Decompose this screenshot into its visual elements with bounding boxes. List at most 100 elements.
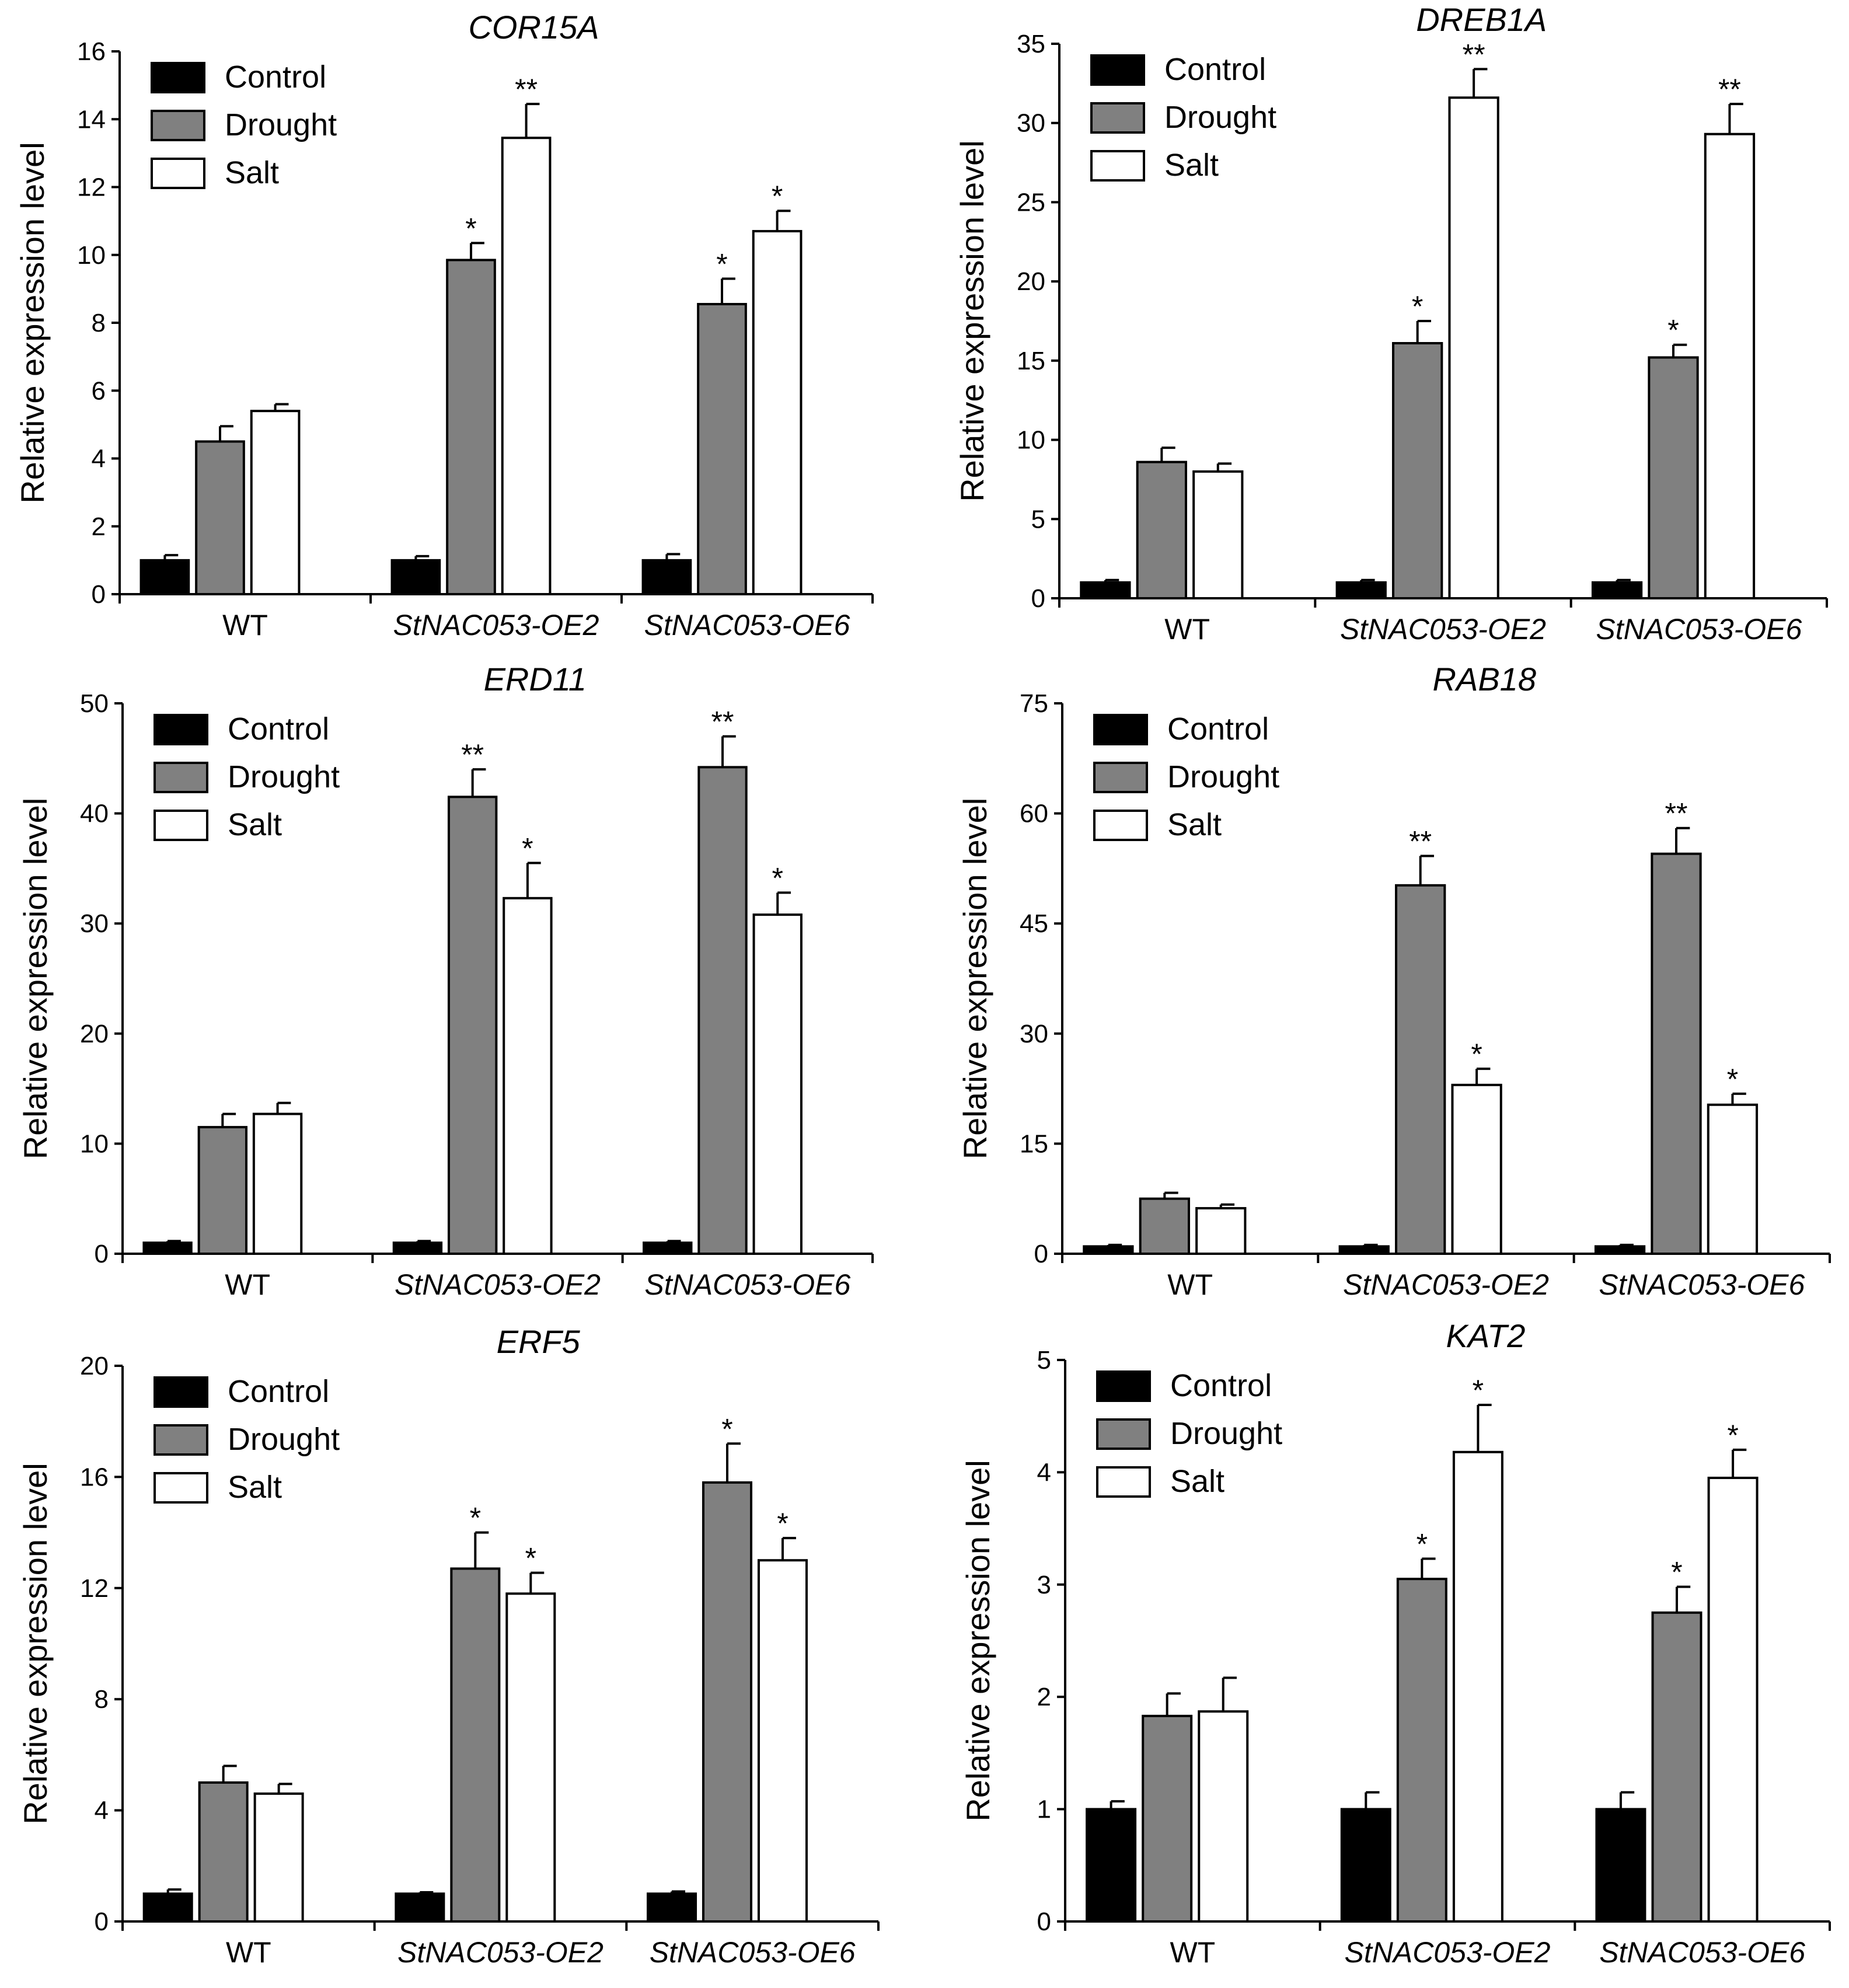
significance-marker: * [465, 212, 476, 245]
y-tick-label: 30 [1017, 109, 1045, 138]
y-axis-label: Relative expression level [17, 798, 54, 1159]
legend-label-drought: Drought [1164, 100, 1276, 135]
x-category-label: WT [1164, 613, 1210, 646]
legend-label-salt: Salt [228, 1470, 282, 1505]
y-tick-label: 12 [77, 173, 106, 202]
bar-drought [1136, 461, 1187, 599]
bar-salt [1452, 1450, 1503, 1923]
significance-marker: * [1412, 290, 1423, 323]
significance-marker: * [772, 862, 783, 894]
legend-swatch-salt [1096, 1466, 1151, 1498]
significance-marker: ** [1463, 38, 1485, 71]
bar-salt [252, 1112, 303, 1255]
legend-swatch-drought [151, 110, 205, 141]
significance-marker: * [777, 1507, 788, 1540]
legend-swatch-drought [1096, 1418, 1151, 1450]
significance-marker: * [772, 180, 783, 212]
y-axis-label: Relative expression level [954, 140, 990, 501]
y-tick-label: 10 [1017, 426, 1045, 455]
significance-marker: ** [1409, 825, 1432, 858]
x-category-label: StNAC053-OE6 [1599, 1936, 1805, 1969]
y-tick-label: 0 [92, 580, 106, 609]
bar-drought [447, 796, 498, 1255]
legend-swatch-control [151, 62, 205, 93]
legend-label-salt: Salt [1167, 807, 1222, 842]
bar-salt [1198, 1710, 1249, 1923]
bar-drought [1395, 884, 1446, 1255]
legend-swatch-control [153, 1376, 208, 1408]
y-tick-label: 40 [80, 800, 109, 828]
x-category-label: StNAC053-OE2 [1343, 1268, 1549, 1301]
significance-marker: * [1727, 1419, 1738, 1452]
x-category-label: WT [1167, 1268, 1213, 1301]
legend-swatch-salt [1093, 810, 1148, 841]
y-tick-label: 1 [1037, 1795, 1051, 1824]
legend-label-drought: Drought [228, 759, 340, 794]
y-tick-label: 15 [1020, 1129, 1048, 1158]
legend-swatch-drought [153, 762, 208, 793]
y-axis-label: Relative expression level [960, 1460, 996, 1821]
legend-swatch-control [1093, 714, 1148, 745]
chart-title: COR15A [468, 9, 599, 46]
chart-title: RAB18 [1433, 661, 1536, 697]
bar-control [142, 1892, 193, 1923]
bar-salt [501, 137, 552, 595]
chart-title: DREB1A [1416, 1, 1547, 38]
significance-marker: ** [1665, 797, 1688, 830]
bar-drought [1396, 1578, 1447, 1923]
legend-swatch-control [153, 714, 208, 745]
bar-control [1340, 1808, 1391, 1923]
chart-title: ERD11 [484, 661, 587, 697]
legend-label-control: Control [1167, 712, 1269, 747]
bar-salt [253, 1792, 304, 1923]
y-tick-label: 8 [95, 1685, 109, 1714]
y-axis-label: Relative expression level [14, 142, 51, 503]
bar-drought [446, 259, 496, 595]
legend-swatch-drought [153, 1424, 208, 1456]
significance-marker: * [1671, 1556, 1682, 1589]
y-tick-label: 10 [77, 241, 106, 270]
legend-label-salt: Salt [1170, 1464, 1224, 1499]
x-category-label: StNAC053-OE6 [1599, 1268, 1805, 1301]
x-category-label: StNAC053-OE6 [644, 1268, 850, 1301]
bar-drought [1651, 1611, 1703, 1923]
legend-label-salt: Salt [1164, 148, 1219, 183]
x-category-label: StNAC053-OE2 [1340, 613, 1546, 646]
significance-marker: * [1417, 1528, 1428, 1561]
y-tick-label: 0 [1031, 584, 1045, 613]
legend-label-control: Control [228, 1374, 329, 1409]
bar-drought [702, 1481, 753, 1923]
y-tick-label: 5 [1037, 1346, 1051, 1375]
bar-salt [1195, 1207, 1247, 1255]
y-axis-label: Relative expression level [17, 1463, 54, 1824]
significance-marker: * [721, 1412, 732, 1445]
bar-control [1080, 581, 1131, 599]
legend-label-drought: Drought [1167, 759, 1279, 794]
significance-marker: ** [1718, 73, 1741, 106]
x-category-label: StNAC053-OE6 [1596, 613, 1802, 646]
significance-marker: * [1667, 314, 1679, 347]
y-tick-label: 25 [1017, 188, 1045, 217]
bar-control [1335, 581, 1387, 599]
x-category-label: StNAC053-OE6 [644, 609, 850, 641]
y-tick-label: 4 [95, 1797, 109, 1825]
y-tick-label: 2 [92, 512, 106, 541]
significance-marker: * [1471, 1038, 1482, 1070]
legend-swatch-salt [153, 1472, 208, 1504]
legend-swatch-salt [1090, 150, 1145, 182]
x-category-label: WT [226, 1936, 271, 1969]
x-category-label: StNAC053-OE2 [395, 1268, 601, 1301]
y-tick-label: 6 [92, 376, 106, 405]
bar-salt [1704, 132, 1756, 599]
y-tick-label: 20 [80, 1020, 109, 1048]
legend-label-control: Control [1164, 52, 1266, 87]
significance-marker: ** [461, 738, 484, 771]
significance-marker: ** [711, 706, 734, 738]
bar-drought [198, 1781, 249, 1923]
bar-drought [450, 1567, 501, 1923]
legend-label-drought: Drought [1170, 1416, 1282, 1451]
bar-drought [1392, 342, 1443, 599]
